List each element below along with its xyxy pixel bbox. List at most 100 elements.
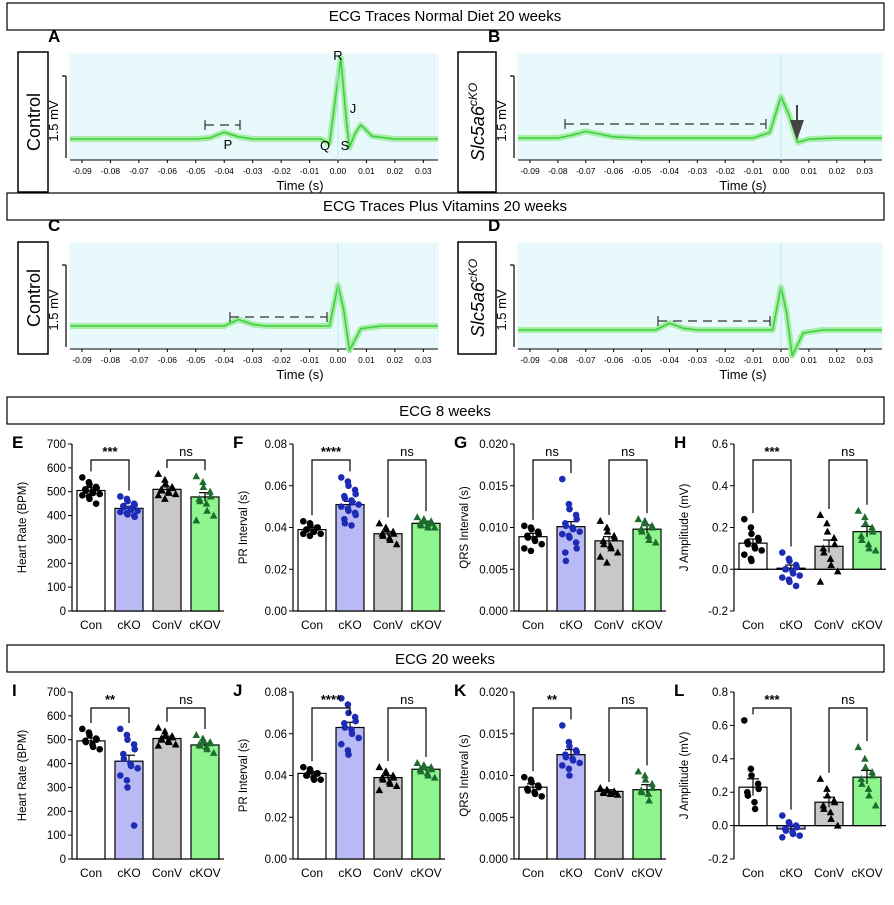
- data-point: [607, 544, 615, 552]
- panel-letter: B: [488, 27, 500, 46]
- data-point: [131, 745, 138, 753]
- data-point: [827, 561, 835, 569]
- data-point: [386, 779, 394, 787]
- data-point: [206, 492, 215, 500]
- data-point: [389, 529, 398, 537]
- data-point: [820, 548, 828, 556]
- data-point: [603, 527, 612, 535]
- x-axis-label: Time (s): [719, 178, 766, 193]
- data-point: [382, 769, 391, 777]
- data-point: [86, 731, 93, 739]
- data-point: [573, 748, 580, 756]
- bar-chart-panels: E 0 100 200 300 400 500 600 700 Heart Rate (BPM) C…: [12, 433, 886, 880]
- data-point: [793, 563, 800, 571]
- data-point: [634, 767, 643, 775]
- x-tick-label: 0.00: [773, 355, 790, 365]
- x-tick-label: -0.05: [186, 355, 206, 365]
- data-point: [569, 757, 577, 764]
- bar-conv: [152, 488, 182, 612]
- y-tick-label: 0.0: [712, 821, 728, 833]
- bar-con: [76, 489, 106, 612]
- x-tick-label: Con: [80, 618, 102, 632]
- x-tick-label: 0.03: [415, 166, 432, 176]
- y-tick-label: -0.2: [708, 854, 728, 866]
- data-point: [521, 545, 528, 552]
- data-point: [645, 796, 653, 804]
- significance-label: **: [105, 692, 116, 707]
- data-point: [165, 738, 173, 746]
- panel-letter: J: [233, 681, 242, 700]
- group-label: Control: [24, 269, 44, 327]
- data-point: [603, 523, 611, 531]
- significance-label: **: [547, 692, 558, 707]
- y-tick-label: 0.02: [265, 564, 287, 576]
- significance-bracket: [387, 459, 427, 518]
- data-point: [427, 519, 436, 527]
- ecg-trace-line: [70, 57, 438, 149]
- data-point: [345, 709, 352, 717]
- y-tick-label: 0.06: [265, 481, 287, 493]
- data-point: [379, 531, 387, 539]
- data-point: [196, 741, 204, 749]
- data-point: [192, 472, 201, 480]
- y-axis-label: Heart Rate (BPM): [17, 730, 29, 822]
- x-tick-label: -0.07: [129, 166, 149, 176]
- significance-label: ****: [321, 444, 342, 459]
- x-tick-label: -0.02: [716, 355, 736, 365]
- y-tick-label: 0.04: [265, 523, 288, 535]
- data-point: [607, 789, 615, 797]
- y-tick-label: 0.02: [265, 812, 287, 824]
- x-tick-label: -0.01: [300, 166, 320, 176]
- significance-label: ns: [545, 444, 559, 459]
- data-point: [168, 484, 177, 492]
- x-tick-label: 0.03: [415, 355, 432, 365]
- x-tick-label: Con: [522, 618, 544, 632]
- bar-con: [297, 772, 327, 860]
- bar-conv: [594, 790, 624, 860]
- data-point: [117, 725, 124, 733]
- ecg-trace-line: [518, 286, 882, 357]
- data-point: [823, 784, 831, 792]
- data-point: [569, 525, 577, 533]
- data-point: [830, 540, 839, 548]
- data-point: [345, 507, 352, 515]
- data-point: [158, 486, 166, 494]
- y-tick-label: 0.06: [265, 729, 287, 741]
- data-point: [527, 547, 535, 555]
- x-tick-label: cKO: [117, 866, 140, 880]
- data-point: [375, 763, 384, 771]
- y-tick-label: 700: [47, 687, 66, 699]
- data-point: [86, 495, 93, 503]
- bar-panel-f: F 0.00 0.02 0.04 0.06 0.08 PR Interval (s) Con c…: [233, 433, 445, 632]
- data-point: [92, 500, 100, 507]
- y-tick-label: 500: [47, 735, 66, 747]
- x-tick-label: Con: [522, 866, 544, 880]
- data-point: [199, 736, 208, 744]
- data-point: [566, 505, 573, 513]
- y-tick-label: 100: [47, 830, 66, 842]
- x-tick-label: cKO: [338, 866, 361, 880]
- x-tick-label: 0.00: [773, 166, 790, 176]
- data-point: [751, 805, 759, 813]
- data-point: [82, 487, 90, 494]
- x-tick-label: cKOV: [631, 618, 662, 632]
- x-tick-label: -0.06: [158, 355, 178, 365]
- data-point: [786, 578, 793, 586]
- data-point: [117, 772, 124, 779]
- data-point: [820, 804, 828, 812]
- data-point: [754, 780, 762, 788]
- y-tick-label: 0.000: [479, 606, 508, 618]
- data-point: [613, 790, 622, 798]
- y-tick-label: 0.00: [265, 606, 287, 618]
- data-point: [786, 820, 793, 828]
- y-tick-label: 600: [47, 463, 66, 475]
- data-point: [645, 536, 653, 544]
- y-tick-label: 0.020: [479, 439, 508, 451]
- x-tick-label: -0.01: [743, 166, 763, 176]
- significance-bracket: [608, 707, 648, 783]
- group-label-box: [17, 241, 49, 355]
- data-point: [413, 513, 422, 521]
- bar-panel-l: L -0.2 0.0 0.2 0.4 0.6 0.8 J Amplitude (mV) Con c…: [674, 681, 886, 880]
